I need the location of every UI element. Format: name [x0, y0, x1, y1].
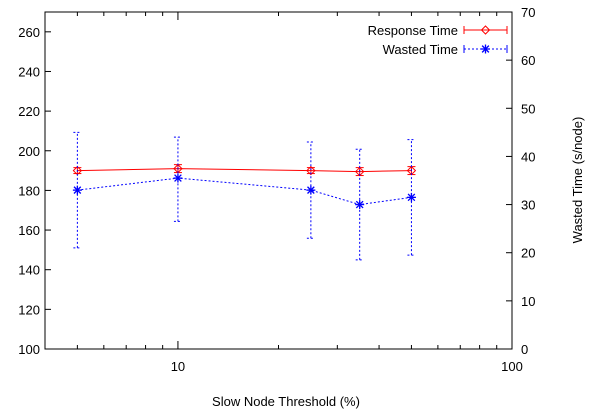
x-axis-title: Slow Node Threshold (%)	[212, 394, 360, 409]
y-right-tick-label: 70	[521, 5, 535, 20]
wasted-time-point	[355, 200, 365, 210]
star-stroke	[73, 186, 82, 194]
star-stroke	[307, 186, 315, 194]
right-axis-title: Wasted Time (s/node)	[570, 117, 585, 244]
star-stroke	[481, 45, 490, 53]
y-right-tick-label: 60	[521, 53, 535, 68]
y-right-tick-label: 50	[521, 101, 535, 116]
legend-label: Response Time	[368, 23, 458, 38]
x-tick-label: 10	[171, 359, 185, 374]
response-time-point	[306, 165, 316, 176]
series-line	[77, 177, 412, 206]
legend-item: Response Time	[368, 23, 508, 38]
wasted-time-series	[72, 131, 416, 261]
y-right-tick-label: 10	[521, 294, 535, 309]
y-left-tick-label: 200	[18, 144, 40, 159]
y-left-tick-label: 240	[18, 64, 40, 79]
response-time-series	[72, 163, 417, 177]
legend-label: Wasted Time	[383, 42, 458, 57]
star-stroke	[355, 200, 364, 209]
x-tick-label: 100	[501, 359, 523, 374]
y-right-tick-label: 30	[521, 198, 535, 213]
y-left-tick-label: 120	[18, 302, 40, 317]
wasted-time-point	[406, 192, 416, 202]
y-right-tick-label: 0	[521, 342, 528, 357]
y-right-tick-label: 20	[521, 246, 535, 261]
legend-item: Wasted Time	[383, 42, 508, 57]
wasted-time-point	[72, 185, 82, 195]
y-left-tick-label: 160	[18, 223, 40, 238]
wasted-time-point	[173, 173, 183, 183]
wasted-time-point	[481, 44, 490, 54]
y-left-tick-label: 100	[18, 342, 40, 357]
response-time-point	[480, 25, 491, 35]
y-left-tick-label: 180	[18, 183, 40, 198]
star-stroke	[407, 193, 416, 202]
y-right-tick-label: 40	[521, 149, 535, 164]
star-stroke	[174, 174, 182, 182]
y-left-tick-label: 140	[18, 263, 40, 278]
series-line	[77, 168, 412, 173]
wasted-time-point	[306, 185, 316, 195]
plot-frame	[44, 11, 513, 350]
y-left-tick-label: 220	[18, 104, 40, 119]
y-left-tick-label: 260	[18, 25, 40, 40]
